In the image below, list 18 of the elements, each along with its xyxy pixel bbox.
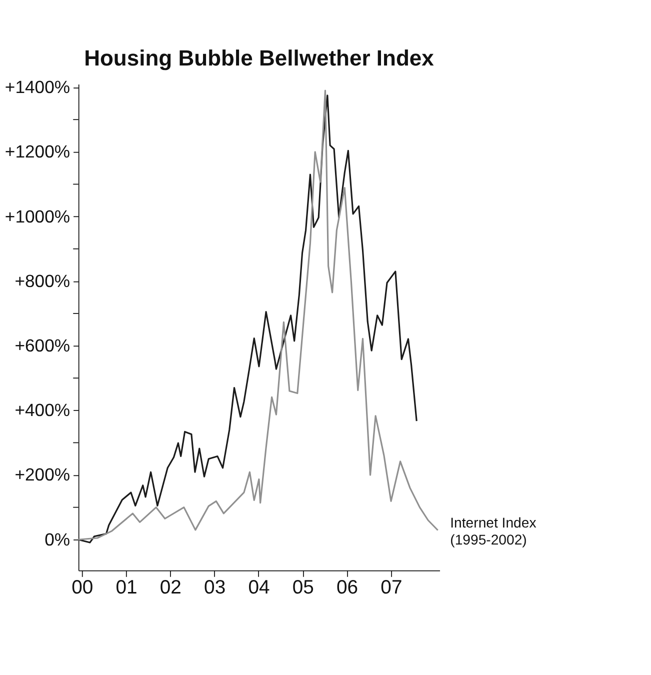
series-label: Internet Index (1995-2002) — [450, 514, 536, 548]
y-tick-label: +1000% — [4, 206, 70, 226]
y-tick-label: +600% — [14, 335, 70, 356]
x-tick-label: 01 — [116, 576, 138, 599]
x-tick-label: 02 — [160, 576, 182, 599]
x-tick-label: 04 — [248, 576, 270, 599]
x-tick-label: 07 — [380, 576, 402, 599]
y-tick-label: +1400% — [4, 77, 70, 98]
y-tick-label: +800% — [14, 270, 70, 291]
x-tick-label: 06 — [336, 576, 358, 599]
y-tick-label: +400% — [14, 400, 70, 420]
y-tick-label: +200% — [14, 464, 70, 485]
x-tick-label: 03 — [204, 576, 226, 599]
chart-title: Housing Bubble Bellwether Index — [84, 45, 435, 70]
y-tick-label: 0% — [44, 529, 70, 550]
y-tick-label: +1200% — [4, 142, 70, 162]
x-tick-label: 00 — [72, 576, 94, 599]
x-tick-label: 05 — [292, 576, 314, 599]
